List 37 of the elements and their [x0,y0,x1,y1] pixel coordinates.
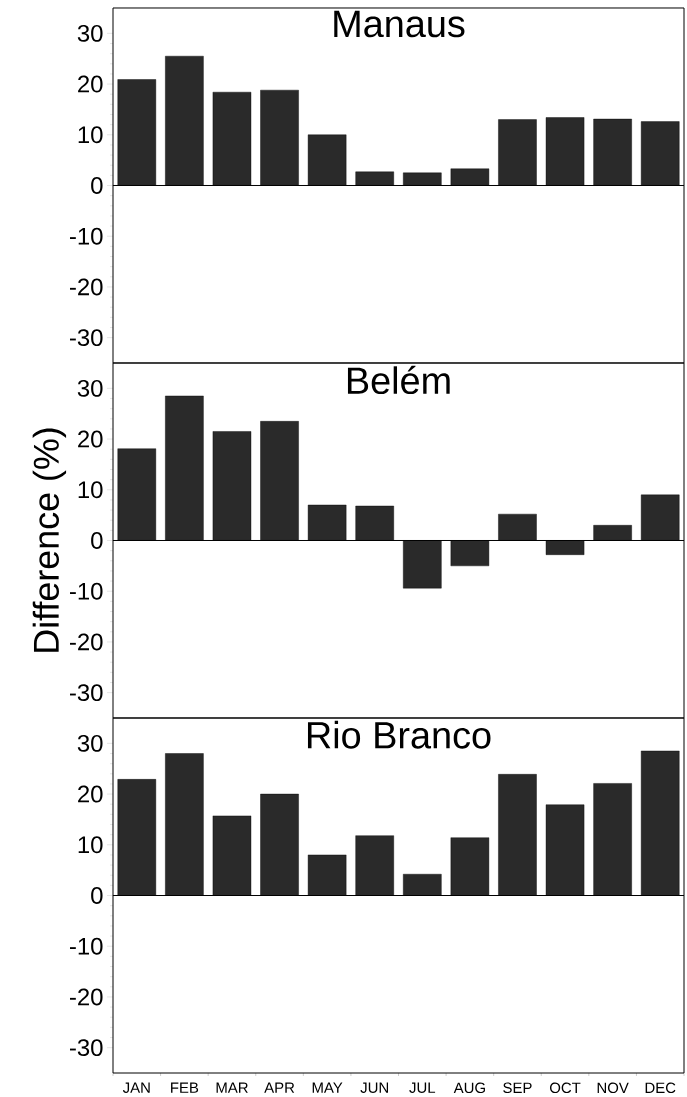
y-tick-label: -20 [69,633,103,651]
y-tick-label: -20 [69,988,103,1006]
chart-title: Rio Branco [307,720,491,749]
y-tick-label: 20 [78,785,103,803]
y-tick-label: 10 [78,836,103,854]
y-tick-label: -20 [69,278,103,296]
y-tick-label: -10 [69,227,103,245]
chart-title: Manaus [334,10,465,38]
y-tick-label: 0 [91,177,103,194]
y-tick-label: 20 [78,75,103,93]
x-tick-label: JUN [360,1082,389,1093]
x-tick-label: APR [264,1082,295,1093]
y-tick-label: 10 [78,481,103,499]
x-tick-label: JAN [122,1082,150,1093]
y-tick-label: 30 [77,24,103,42]
y-tick-label: 0 [91,532,103,549]
x-tick-label: DEC [645,1082,676,1094]
x-tick-label: SEP [503,1082,532,1094]
y-tick-label: -30 [69,1039,103,1057]
y-axis-title: Difference (%) [32,428,67,652]
y-tick-label: -10 [69,937,103,955]
y-tick-label: 0 [91,887,103,904]
y-tick-label: 30 [77,379,103,397]
y-tick-label: 30 [77,734,103,752]
y-tick-label: -30 [69,684,103,702]
y-tick-label: -10 [69,582,103,600]
x-tick-label: NOV [597,1082,629,1094]
y-tick-label: 20 [78,430,103,448]
x-tick-label: AUG [453,1082,485,1094]
y-tick-label: -30 [69,329,103,347]
chart-title: Belém [347,365,450,395]
x-tick-label: MAR [216,1082,248,1093]
x-tick-label: OCT [549,1082,581,1094]
x-tick-label: MAY [312,1082,343,1093]
x-tick-label: JUL [409,1082,436,1093]
x-tick-label: FEB [171,1082,199,1093]
y-tick-label: 10 [78,126,103,144]
